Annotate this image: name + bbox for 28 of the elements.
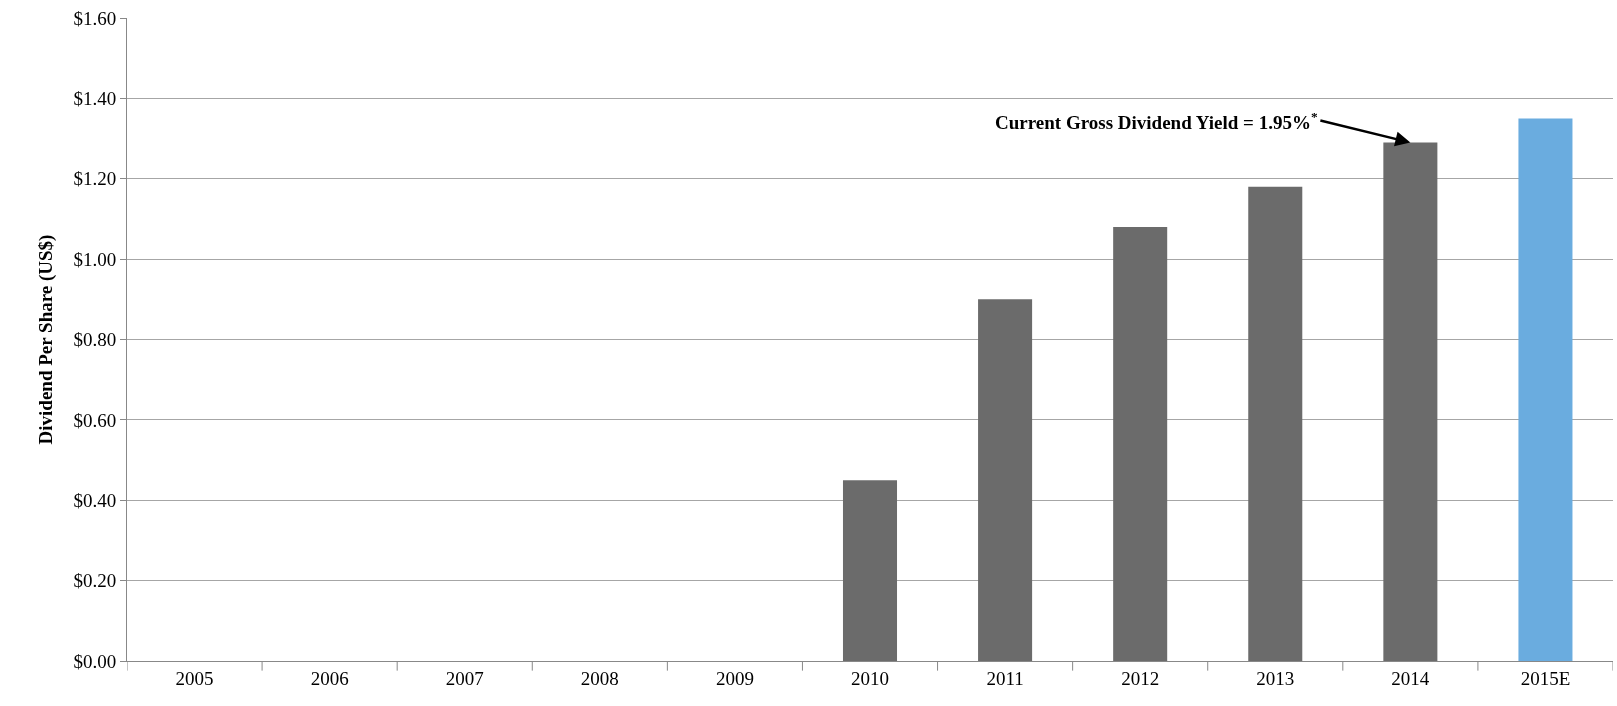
bar — [1248, 186, 1303, 661]
bar — [1383, 142, 1438, 661]
annotation: Current Gross Dividend Yield = 1.95%$^{*}$ — [995, 109, 1318, 133]
x-tick-label: 2014 — [1391, 667, 1430, 689]
x-tick-label: 2005 — [175, 667, 214, 689]
x-tick-label: 2010 — [851, 667, 889, 689]
x-tick-label: 2013 — [1256, 667, 1295, 689]
bar — [1113, 226, 1168, 661]
x-tick-label: 2009 — [715, 667, 754, 689]
x-tick-label: 2012 — [1121, 667, 1160, 689]
x-tick-label: 2008 — [580, 667, 619, 689]
bar — [1518, 118, 1573, 661]
x-tick-label: 2015E — [1520, 667, 1571, 689]
bar — [842, 480, 898, 661]
x-tick-label: 2007 — [445, 667, 484, 689]
y-tick-label: $0.20 — [73, 570, 117, 592]
y-tick-label: $0.40 — [73, 489, 117, 511]
y-tick-label: $1.40 — [73, 88, 117, 110]
y-tick-label: $0.00 — [73, 650, 117, 672]
bar — [978, 299, 1033, 661]
y-tick-label: $1.60 — [73, 7, 117, 29]
y-tick-label: $1.20 — [73, 168, 117, 190]
y-axis-title: Dividend Per Share (US$) — [35, 234, 58, 445]
y-tick-label: $0.60 — [73, 409, 117, 431]
x-tick-label: 2011 — [986, 667, 1024, 689]
y-tick-label: $0.80 — [73, 329, 117, 351]
x-tick-label: 2006 — [310, 667, 349, 689]
y-tick-label: $1.00 — [73, 248, 117, 270]
